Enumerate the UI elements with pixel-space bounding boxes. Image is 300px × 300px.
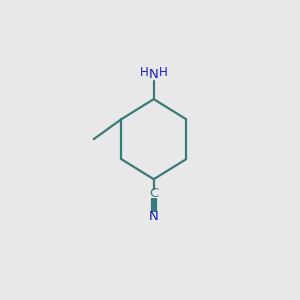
Text: C: C bbox=[149, 187, 158, 200]
Text: N: N bbox=[149, 68, 159, 81]
Text: H: H bbox=[159, 67, 167, 80]
Text: N: N bbox=[149, 211, 159, 224]
Text: H: H bbox=[140, 67, 149, 80]
